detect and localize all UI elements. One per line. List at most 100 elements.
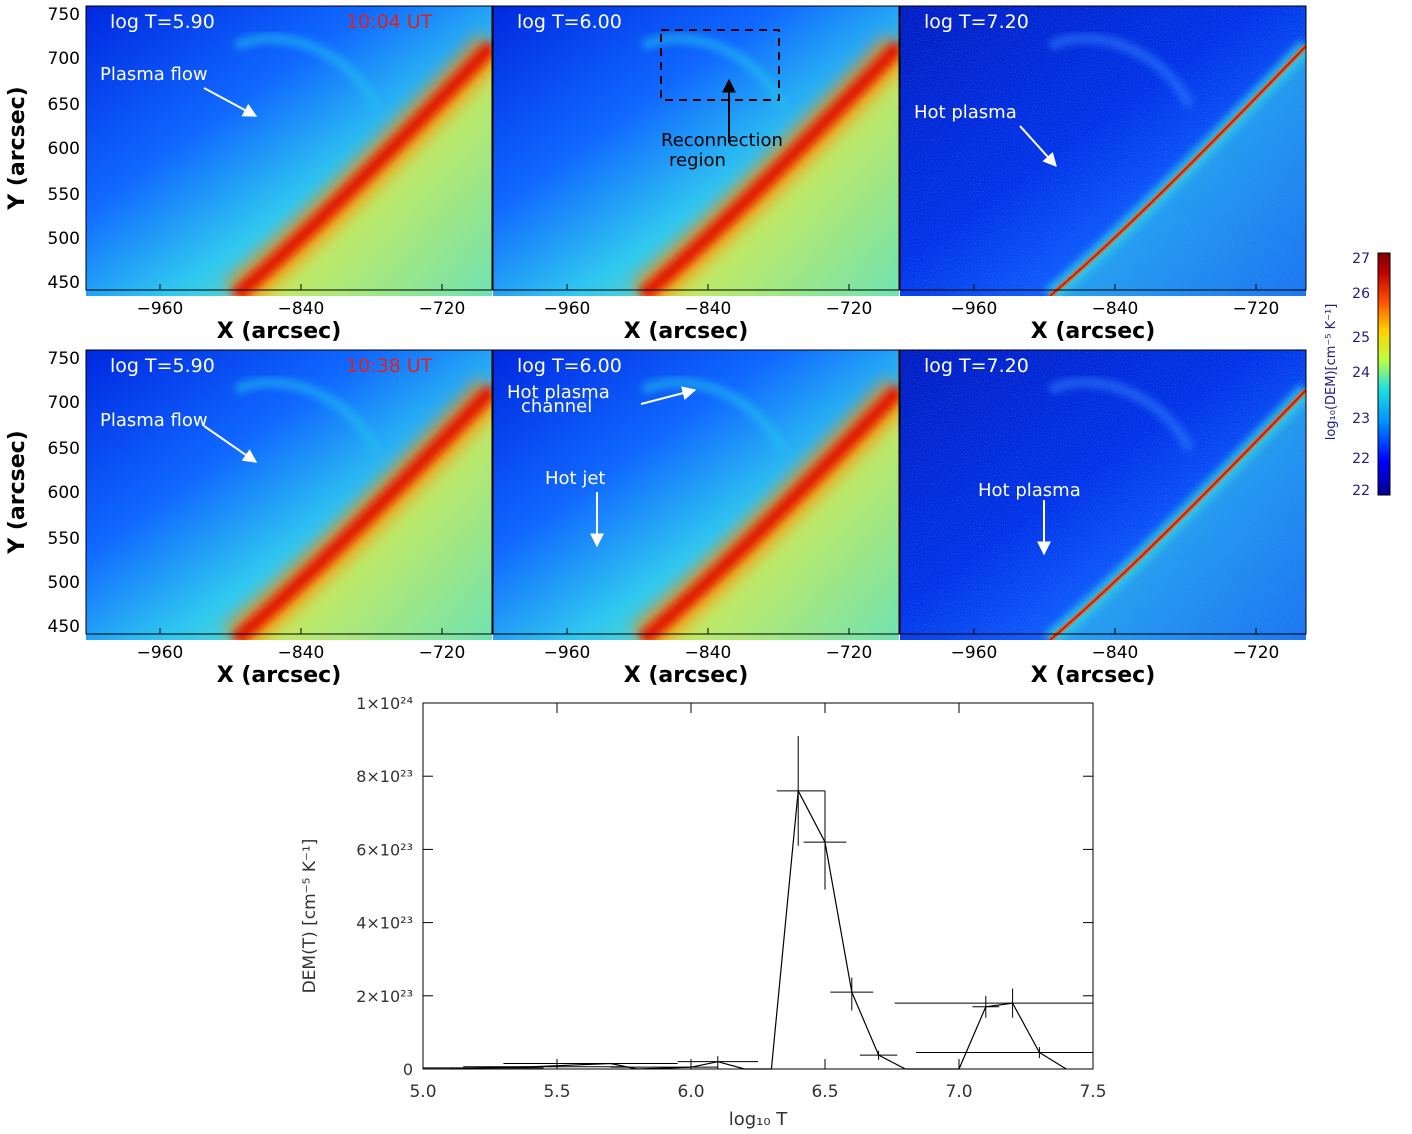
dem-data-point [803, 790, 847, 890]
x-tick-label: −720 [826, 299, 873, 319]
dem-y-tick-label: 1×10²⁴ [356, 694, 413, 713]
temperature-label: log T=5.90 [110, 355, 215, 377]
dem-x-tick-label: 6.5 [811, 1082, 838, 1102]
y-tick-label: 750 [48, 5, 80, 25]
map-panel-r2-hot: log T=7.20 Hot plasma −960 −840 −720 X (arcse… [899, 349, 1307, 688]
dem-x-tick-label: 7.5 [1079, 1082, 1106, 1102]
x-tick-label: −840 [685, 643, 732, 663]
dem-x-tick-label: 6.0 [677, 1082, 704, 1102]
x-tick-label: −840 [278, 299, 325, 319]
y-tick-label: 500 [48, 229, 80, 249]
x-tick-label: −960 [137, 643, 184, 663]
y-tick-label: 750 [48, 349, 80, 369]
x-tick-label: −840 [685, 299, 732, 319]
temperature-label: log T=7.20 [924, 355, 1029, 377]
dem-x-tick-label: 5.5 [543, 1082, 570, 1102]
annotation-text: Hot plasma [507, 382, 610, 403]
colorbar-label: log₁₀(DEM)[cm⁻⁵ K⁻¹] [1324, 304, 1339, 441]
annotation-arrow [1019, 125, 1057, 168]
colorbar-tick-label: 24 [1352, 365, 1370, 381]
dem-plot: 5.0 5.5 6.0 6.5 7.0 7.5 0 2×10²³ 4×10²³ 6×10²³ 8×1… [300, 694, 1107, 1130]
y-tick-label: 500 [48, 573, 80, 593]
colorbar-tick-label: 27 [1352, 251, 1370, 267]
colorbar-tick-label: 23 [1352, 411, 1370, 427]
x-axis-label: X (arcsec) [217, 663, 342, 688]
x-axis-label: X (arcsec) [217, 319, 342, 344]
colorbar-tick-label: 22 [1352, 451, 1370, 467]
dem-data-point [894, 988, 1093, 1018]
dem-data-point [776, 735, 825, 846]
annotation-text: Plasma flow [100, 64, 208, 85]
x-tick-label: −960 [951, 643, 998, 663]
annotation-text: Hot jet [545, 468, 605, 489]
y-tick-label: 450 [48, 617, 80, 637]
dem-data-point [830, 977, 874, 1011]
x-tick-label: −840 [278, 643, 325, 663]
annotation-text: Reconnection [661, 130, 783, 151]
dem-y-tick-label: 0 [403, 1060, 413, 1079]
temperature-label: log T=6.00 [517, 11, 622, 33]
temperature-label: log T=5.90 [110, 11, 215, 33]
dem-y-axis-label: DEM(T) [cm⁻⁵ K⁻¹] [300, 839, 320, 994]
colorbar-tick-label: 26 [1352, 286, 1370, 302]
dem-x-tick-label: 7.0 [945, 1082, 972, 1102]
dem-y-tick-label: 8×10²³ [356, 767, 413, 786]
dem-series-line [449, 788, 1067, 1070]
annotation-text: channel [521, 396, 592, 417]
y-tick-label: 600 [48, 139, 80, 159]
x-tick-label: −720 [826, 643, 873, 663]
annotation-text: Hot plasma [914, 102, 1017, 123]
y-tick-label: 650 [48, 95, 80, 115]
x-tick-label: −960 [544, 299, 591, 319]
x-axis-label: X (arcsec) [1031, 319, 1156, 344]
dem-data-point [916, 1047, 1093, 1059]
dem-y-tick-label: 2×10²³ [356, 987, 413, 1006]
annotation-arrow [203, 425, 258, 463]
annotation-text: region [669, 150, 726, 171]
time-label: 10:38 UT [346, 355, 433, 377]
x-tick-label: −960 [137, 299, 184, 319]
x-tick-label: −720 [1233, 643, 1280, 663]
dem-x-axis-label: log₁₀ T [729, 1109, 789, 1130]
dem-data-point [972, 995, 1000, 1018]
annotation-arrow [203, 87, 258, 117]
y-axis-label: Y (arcsec) [5, 430, 30, 555]
y-tick-label: 600 [48, 483, 80, 503]
map-panel-r1-hot: log T=7.20 Hot plasma −960 −840 −720 X (arcse… [899, 5, 1307, 344]
x-axis-label: X (arcsec) [624, 663, 749, 688]
y-tick-label: 700 [48, 49, 80, 69]
y-axis-label: Y (arcsec) [5, 86, 30, 211]
x-tick-label: −720 [1233, 299, 1280, 319]
dem-y-tick-label: 4×10²³ [356, 914, 413, 933]
x-tick-label: −720 [419, 643, 466, 663]
temperature-label: log T=6.00 [517, 355, 622, 377]
x-axis-label: X (arcsec) [624, 319, 749, 344]
colorbar: 27 26 25 24 23 22 22 log₁₀(DEM)[cm⁻⁵ K⁻¹] [1324, 251, 1391, 499]
dem-plot-frame [422, 702, 1094, 1070]
y-tick-label: 450 [48, 273, 80, 293]
dem-data-point [859, 1050, 898, 1060]
colorbar-tick-label: 22 [1352, 483, 1370, 499]
y-tick-label: 700 [48, 393, 80, 413]
annotation-arrow [640, 386, 697, 405]
x-tick-label: −960 [544, 643, 591, 663]
time-label: 10:04 UT [346, 11, 433, 33]
reconnection-box [660, 29, 780, 101]
y-tick-label: 550 [48, 185, 80, 205]
temperature-label: log T=7.20 [924, 11, 1029, 33]
dem-y-tick-label: 6×10²³ [356, 840, 413, 859]
y-tick-label: 650 [48, 439, 80, 459]
x-tick-label: −720 [419, 299, 466, 319]
x-axis-label: X (arcsec) [1031, 663, 1156, 688]
colorbar-gradient [1377, 252, 1391, 496]
map-panel-r2-warm: log T=5.90 10:38 UT Plasma flow −960 −840 −72… [5, 349, 493, 688]
x-tick-label: −840 [1092, 643, 1139, 663]
map-panel-r1-warm: log T=5.90 10:04 UT Plasma flow −960 −840 −72… [5, 5, 493, 344]
x-tick-label: −840 [1092, 299, 1139, 319]
dem-x-tick-label: 5.0 [409, 1082, 436, 1102]
y-tick-label: 550 [48, 529, 80, 549]
x-tick-label: −960 [951, 299, 998, 319]
colorbar-tick-label: 25 [1352, 330, 1370, 346]
